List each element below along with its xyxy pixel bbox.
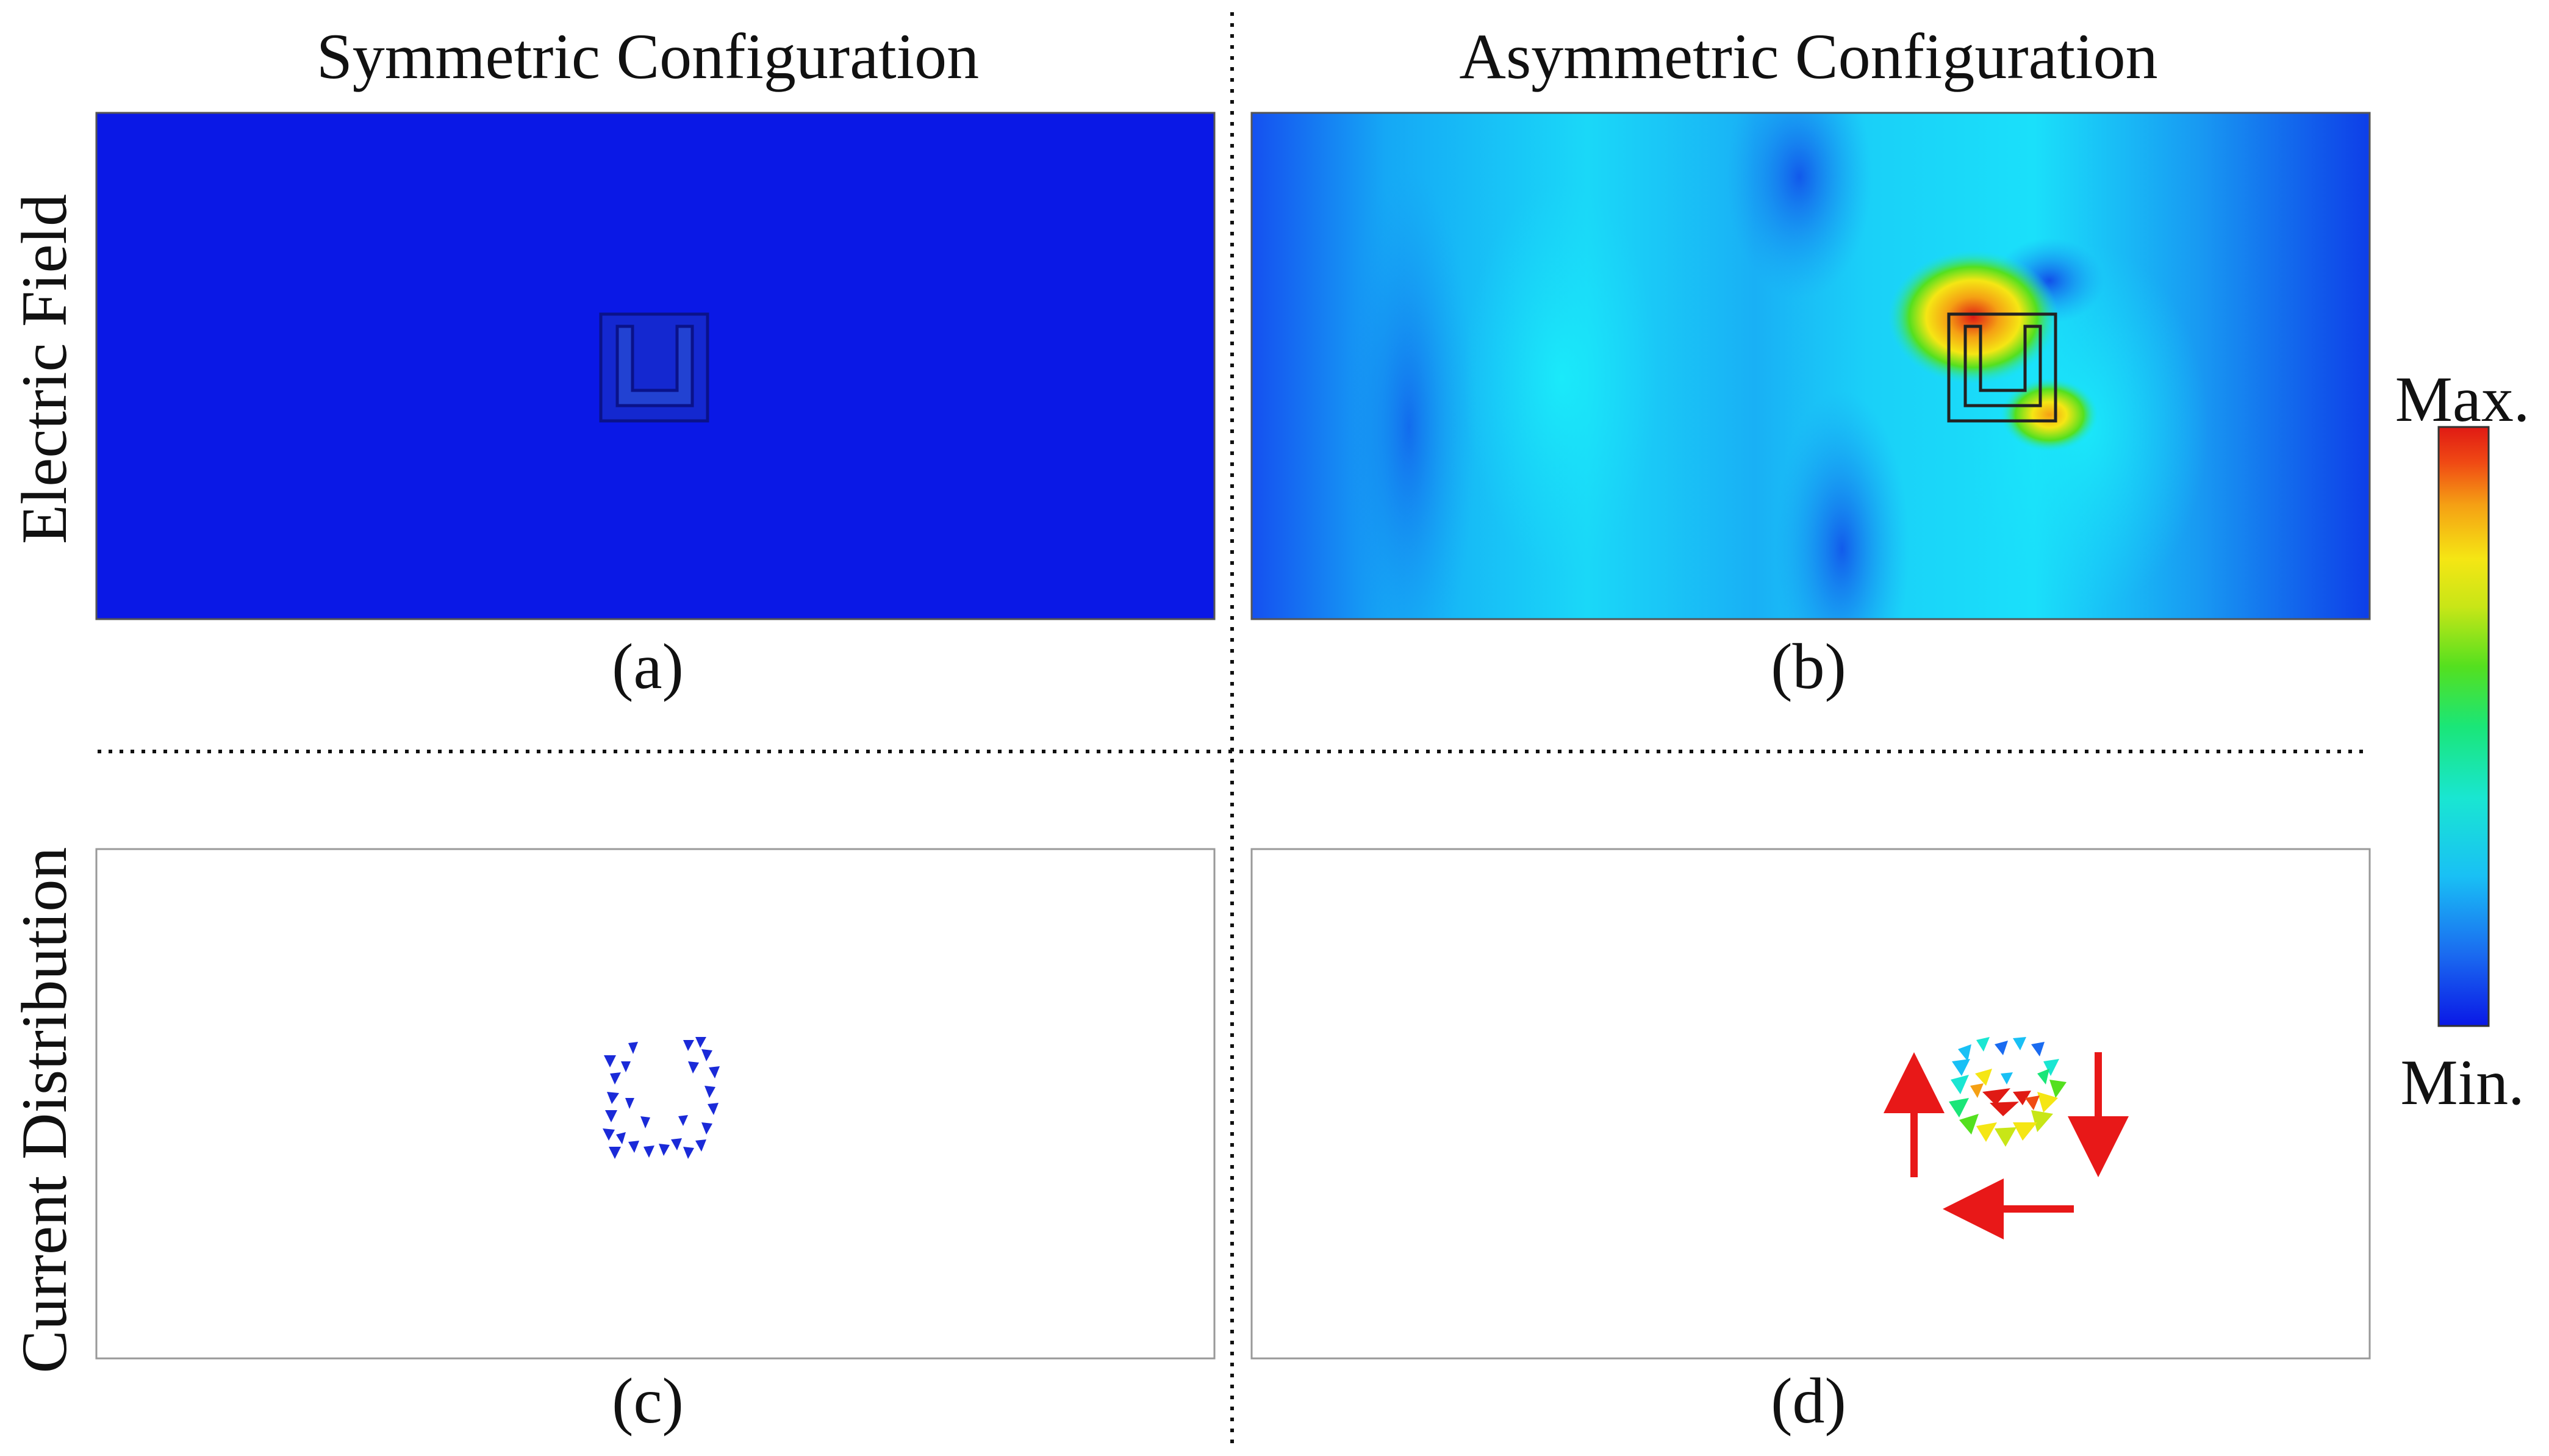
resonator-outline — [1947, 312, 2057, 423]
colorbar-gradient — [2437, 426, 2490, 1027]
panel-label-d: (d) — [1771, 1365, 1846, 1436]
panel-label-c: (c) — [612, 1365, 684, 1436]
panel-label-b: (b) — [1771, 631, 1846, 702]
colorbar: Max. Min. — [2395, 364, 2530, 1118]
panel-c-current-distribution — [95, 848, 1216, 1360]
current-vectors — [603, 1037, 720, 1159]
colorbar-max-label: Max. — [2395, 364, 2530, 435]
row-label-electric-field: Electric Field — [9, 194, 80, 544]
left-arrow-icon — [1943, 1178, 2074, 1239]
up-arrow-icon — [1884, 1052, 1945, 1177]
panel-d-current-distribution — [1250, 848, 2371, 1360]
column-title-symmetric: Symmetric Configuration — [317, 21, 979, 92]
resonator-outline — [599, 312, 709, 423]
row-label-current-distribution: Current Distribution — [9, 847, 80, 1374]
panel-label-a: (a) — [612, 631, 684, 702]
panel-b-electric-field-map — [1250, 112, 2371, 620]
colorbar-min-label: Min. — [2400, 1047, 2524, 1118]
column-title-asymmetric: Asymmetric Configuration — [1459, 21, 2157, 92]
down-arrow-icon — [2068, 1052, 2129, 1177]
current-vectors — [1949, 1037, 2067, 1147]
panel-a-electric-field-map — [95, 112, 1216, 620]
circulation-arrows — [1884, 1052, 2129, 1239]
